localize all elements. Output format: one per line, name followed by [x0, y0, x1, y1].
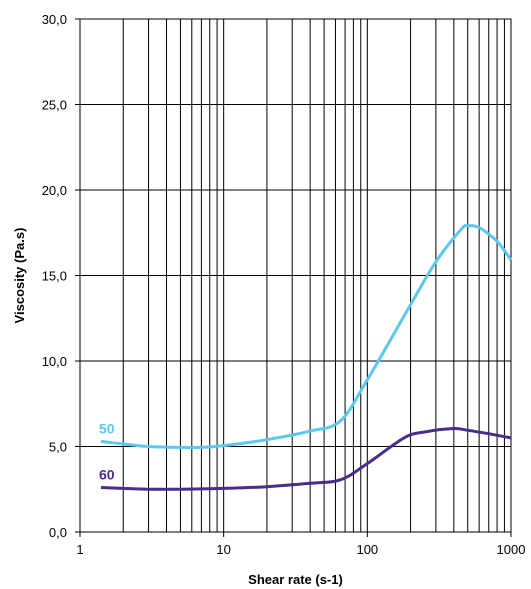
y-tick-label: 25,0	[42, 98, 67, 113]
y-tick-label: 15,0	[42, 269, 67, 284]
series-labels: 50 60	[99, 420, 115, 482]
x-tick-labels: 1 10 100 1000	[76, 542, 525, 557]
plot-frame	[79, 18, 512, 533]
x-axis-title: Shear rate (s-1)	[248, 572, 343, 587]
y-tick-label: 5,0	[49, 440, 67, 455]
y-tick-label: 30,0	[42, 12, 67, 27]
series-lines	[100, 223, 513, 491]
series-label-60: 60	[99, 467, 115, 483]
y-tick-label: 20,0	[42, 183, 67, 198]
grid	[75, 18, 512, 537]
x-tick-label: 1	[76, 542, 83, 557]
series-label-50: 50	[99, 420, 115, 436]
y-axis-title: Viscosity (Pa.s)	[12, 228, 27, 324]
series-line-50	[100, 223, 513, 450]
x-tick-label: 1000	[497, 542, 526, 557]
y-tick-label: 0,0	[49, 525, 67, 540]
x-tick-label: 10	[216, 542, 230, 557]
series-line-60	[100, 426, 512, 491]
y-tick-labels: 0,0 5,0 10,0 15,0 20,0 25,0 30,0	[42, 12, 67, 540]
y-tick-label: 10,0	[42, 354, 67, 369]
x-tick-label: 100	[356, 542, 378, 557]
